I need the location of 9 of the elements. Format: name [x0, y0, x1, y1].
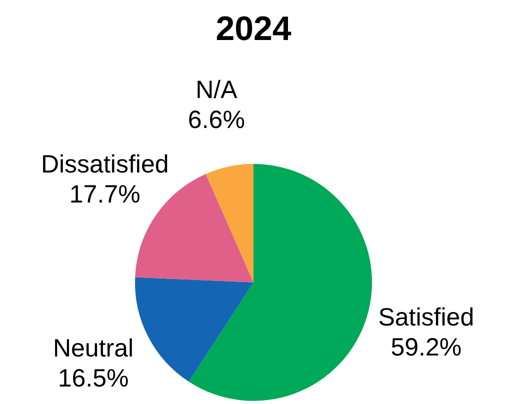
slice-label: N/A [196, 76, 238, 104]
data-label: 59.2% [390, 334, 462, 362]
slice-label: Satisfied [378, 304, 474, 332]
slice-label: Neutral [52, 334, 134, 363]
data-label: 16.5% [58, 364, 129, 393]
chart-title: 2024 [216, 10, 292, 48]
slice-label: Dissatisfied [40, 150, 169, 179]
data-label: 6.6% [188, 106, 245, 134]
data-label: 17.7% [69, 180, 140, 209]
